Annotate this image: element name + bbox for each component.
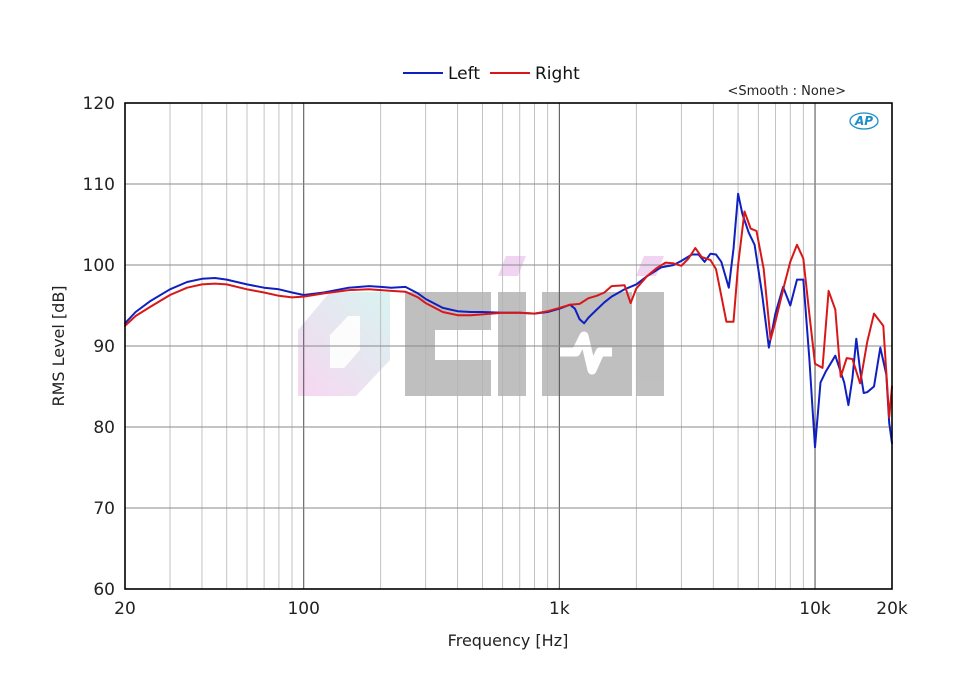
- legend: Left Right: [403, 64, 580, 84]
- series-layer: [124, 192, 893, 449]
- svg-text:AP: AP: [854, 114, 873, 128]
- x-axis-label: Frequency [Hz]: [448, 631, 569, 650]
- x-tick-label: 20k: [876, 599, 908, 619]
- legend-label-left: Left: [448, 64, 480, 84]
- y-axis-label: RMS Level [dB]: [49, 285, 68, 406]
- x-tick-label: 10k: [799, 599, 831, 619]
- x-tick-label: 1k: [549, 599, 570, 619]
- y-tick-label: 70: [93, 499, 115, 519]
- series-line-right: [124, 210, 893, 419]
- y-tick-label: 80: [93, 418, 115, 438]
- y-tick-label: 100: [83, 256, 115, 276]
- y-tick-label: 110: [83, 175, 115, 195]
- y-tick-label: 120: [83, 94, 115, 114]
- grid-lines: [125, 103, 892, 589]
- x-tick-label: 100: [287, 599, 319, 619]
- ap-logo: AP: [849, 112, 879, 130]
- legend-label-right: Right: [535, 64, 580, 84]
- x-tick-label: 20: [114, 599, 136, 619]
- y-tick-label: 90: [93, 337, 115, 357]
- x-tick-labels: 20 100 1k 10k 20k: [114, 599, 908, 619]
- y-tick-label: 60: [93, 580, 115, 600]
- smoothing-note: <Smooth : None>: [727, 84, 846, 99]
- series-line-left: [124, 192, 893, 449]
- plot-frame: [124, 102, 893, 590]
- watermark-logo: [298, 256, 664, 396]
- y-tick-labels: 60 70 80 90 100 110 120: [83, 94, 115, 600]
